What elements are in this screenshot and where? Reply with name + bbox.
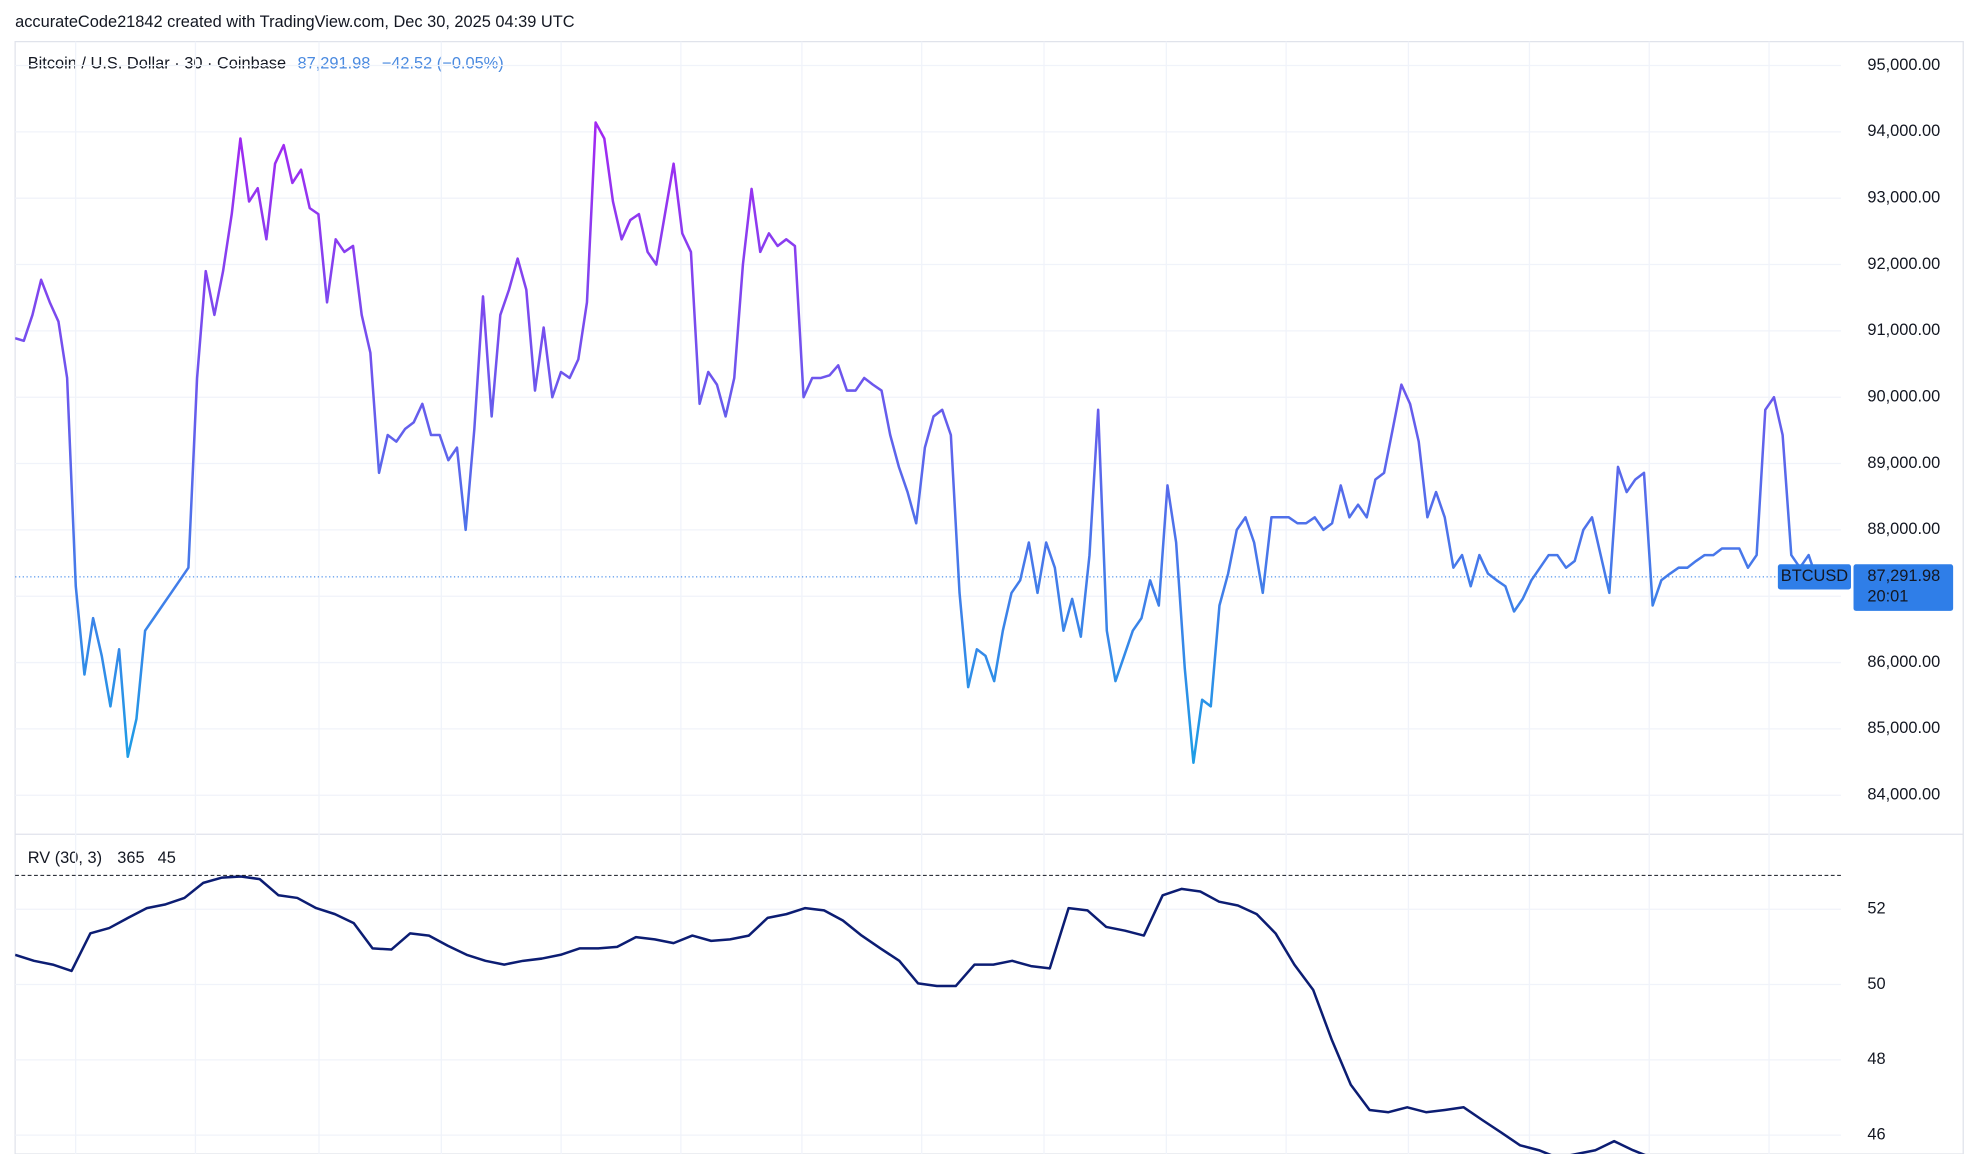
plot-area [15, 121, 1836, 764]
price-line [15, 121, 1836, 764]
indicator-input: 45 [158, 849, 176, 867]
countdown-label: 20:01 [1867, 587, 1908, 605]
y-tick-label: 89,000.00 [1867, 454, 1940, 472]
y-tick-label: 92,000.00 [1867, 255, 1940, 273]
y-tick-label: 91,000.00 [1867, 321, 1940, 339]
y-tick-label: 88,000.00 [1867, 520, 1940, 538]
plot-area [15, 875, 1646, 1154]
chart-frame [14, 40, 1964, 1154]
y-tick-label: 95,000.00 [1867, 56, 1940, 74]
y-tick-label: 52 [1867, 900, 1885, 918]
legend-change: −42.52 (−0.05%) [382, 55, 504, 73]
legend-price: 87,291.98 [298, 55, 371, 73]
indicator-input: 365 [117, 849, 144, 867]
y-tick-label: 50 [1867, 975, 1885, 993]
y-tick-label: 48 [1867, 1050, 1885, 1068]
symbol-title: Bitcoin / U.S. Dollar · 30 · Coinbase [28, 55, 286, 73]
y-tick-label: 86,000.00 [1867, 653, 1940, 671]
price-line [15, 875, 1646, 1154]
indicator-title: RV (30, 3) [28, 849, 102, 867]
price-label-bg [1853, 564, 1954, 611]
y-tick-label: 93,000.00 [1867, 189, 1940, 207]
symbol-label-bg [1777, 564, 1851, 590]
symbol-label: BTCUSD [1781, 567, 1848, 585]
y-tick-label: 46 [1867, 1125, 1885, 1143]
y-tick-label: 84,000.00 [1867, 786, 1940, 804]
y-tick-label: 94,000.00 [1867, 122, 1940, 140]
header: accurateCode21842 created with TradingVi… [15, 13, 575, 31]
price-label: 87,291.98 [1867, 567, 1940, 585]
y-tick-label: 90,000.00 [1867, 388, 1940, 406]
y-tick-label: 85,000.00 [1867, 719, 1940, 737]
